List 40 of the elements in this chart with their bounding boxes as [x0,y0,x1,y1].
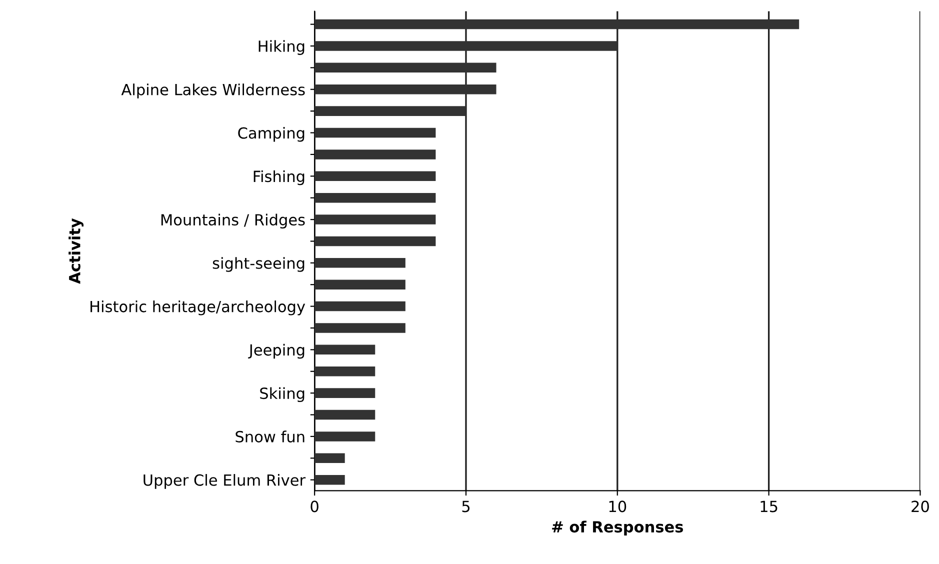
y-tick-label: Jeeping [248,344,304,359]
bar [314,366,376,376]
bar [314,474,345,485]
bar [314,19,800,30]
x-tick-label: 20 [912,500,929,512]
bar [314,192,436,203]
x-tick-label: 15 [760,500,778,512]
bar [314,214,436,224]
y-tick-label: Alpine Lakes Wilderness [121,84,305,98]
y-tick-label: Hiking [258,40,304,55]
bar [314,128,436,138]
bar [314,344,376,355]
bar [314,258,406,268]
y-tick-label: Snow fun [236,430,304,442]
y-tick-label: Skiing [260,387,304,402]
y-tick-label: Mountains / Ridges [161,214,305,229]
y-axis-title: Activity [68,218,84,284]
y-tick-label: sight-seeing [212,257,304,272]
bar [314,236,436,246]
y-tick-label: Camping [238,126,304,142]
y-tick-label: Upper Cle Elum River [144,474,306,489]
bar [314,106,466,116]
x-tick-label: 5 [462,500,470,512]
bar [314,150,436,160]
bar [314,323,406,333]
x-axis-title: # of Responses [552,520,683,536]
bar [314,41,618,51]
bar [314,388,376,398]
bar [314,62,496,73]
bar [314,453,345,464]
x-tick-label: 10 [609,500,626,512]
bar [314,171,436,182]
bar [314,301,406,312]
bar [314,84,496,94]
x-tick-label: 0 [310,500,318,512]
bar [314,280,406,290]
bar [314,410,376,420]
y-tick-label: Historic heritage/archeology [90,300,306,316]
bar [314,432,376,442]
y-tick-label: Fishing [254,170,304,186]
